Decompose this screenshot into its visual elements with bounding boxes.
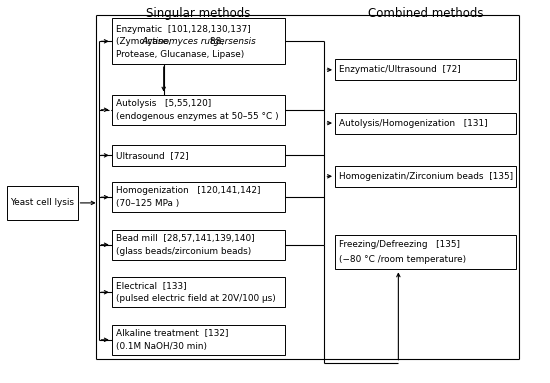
Text: Yeast cell lysis: Yeast cell lysis <box>10 198 74 208</box>
Text: Ultrasound  [72]: Ultrasound [72] <box>116 151 189 160</box>
FancyBboxPatch shape <box>112 95 285 125</box>
Text: (glass beads/zirconium beads): (glass beads/zirconium beads) <box>116 247 251 256</box>
Text: (0.1M NaOH/30 min): (0.1M NaOH/30 min) <box>116 342 207 351</box>
Text: (Zymolyase,: (Zymolyase, <box>116 37 174 46</box>
Text: Bead mill  [28,57,141,139,140]: Bead mill [28,57,141,139,140] <box>116 234 255 242</box>
Text: Homogenizatin/Zirconium beads  [135]: Homogenizatin/Zirconium beads [135] <box>339 172 513 181</box>
Text: Combined methods: Combined methods <box>368 7 483 20</box>
Text: Enzymatic/Ultrasound  [72]: Enzymatic/Ultrasound [72] <box>339 65 461 74</box>
FancyBboxPatch shape <box>112 145 285 166</box>
Text: Singular methods: Singular methods <box>146 7 251 20</box>
FancyBboxPatch shape <box>335 59 516 80</box>
Text: Autolysis/Homogenization   [131]: Autolysis/Homogenization [131] <box>339 119 488 128</box>
Text: Homogenization   [120,141,142]: Homogenization [120,141,142] <box>116 186 260 195</box>
Text: (pulsed electric field at 20V/100 μs): (pulsed electric field at 20V/100 μs) <box>116 295 276 303</box>
FancyBboxPatch shape <box>7 186 78 220</box>
Text: Electrical  [133]: Electrical [133] <box>116 281 186 290</box>
FancyBboxPatch shape <box>112 324 285 355</box>
Text: Enzymatic  [101,128,130,137]: Enzymatic [101,128,130,137] <box>116 25 251 34</box>
Text: (−80 °C /room temperature): (−80 °C /room temperature) <box>339 255 466 264</box>
Text: Actinomyces rutgersensis: Actinomyces rutgersensis <box>141 37 256 46</box>
Text: Freezing/Defreezing   [135]: Freezing/Defreezing [135] <box>339 240 460 249</box>
Text: (endogenous enzymes at 50–55 °C ): (endogenous enzymes at 50–55 °C ) <box>116 112 278 121</box>
FancyBboxPatch shape <box>112 277 285 308</box>
FancyBboxPatch shape <box>335 235 516 270</box>
FancyBboxPatch shape <box>112 182 285 213</box>
Text: Alkaline treatment  [132]: Alkaline treatment [132] <box>116 329 228 337</box>
Text: Autolysis   [5,55,120]: Autolysis [5,55,120] <box>116 98 211 108</box>
Text: (70–125 MPa ): (70–125 MPa ) <box>116 200 179 208</box>
FancyBboxPatch shape <box>335 113 516 134</box>
FancyBboxPatch shape <box>112 18 285 64</box>
FancyBboxPatch shape <box>335 166 516 187</box>
Text: 88,: 88, <box>207 37 224 46</box>
Text: Protease, Glucanase, Lipase): Protease, Glucanase, Lipase) <box>116 50 244 59</box>
FancyBboxPatch shape <box>112 229 285 260</box>
